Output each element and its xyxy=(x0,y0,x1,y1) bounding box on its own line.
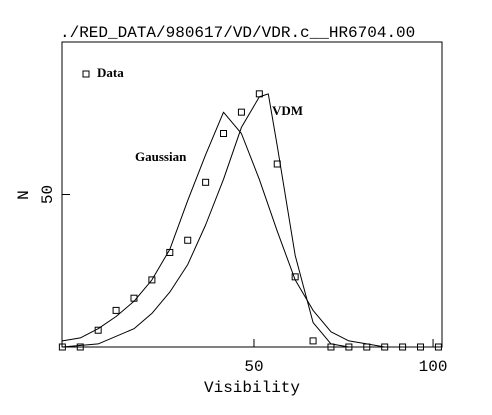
data-point xyxy=(148,276,156,284)
x-tick-label: 50 xyxy=(244,358,263,376)
curve xyxy=(62,111,439,348)
curve xyxy=(62,93,439,348)
legend-marker xyxy=(82,70,90,78)
data-point xyxy=(112,306,120,314)
series-label: Gaussian xyxy=(135,149,187,164)
y-tick-label: 50 xyxy=(39,185,57,204)
series-label: VDM xyxy=(272,103,303,118)
data-point xyxy=(237,108,245,116)
plot-frame xyxy=(61,41,443,348)
x-tick-label: 100 xyxy=(419,358,448,376)
series-label: Data xyxy=(97,65,124,80)
data-point xyxy=(220,130,228,137)
chart-title: ./RED_DATA/980617/VD/VDR.c__HR6704.00 xyxy=(60,24,415,42)
data-point xyxy=(184,236,192,244)
data-point xyxy=(309,337,317,345)
x-axis-label: Visibility xyxy=(204,379,300,397)
data-point xyxy=(202,178,210,186)
y-axis-label: N xyxy=(15,190,33,200)
data-point xyxy=(76,343,84,351)
